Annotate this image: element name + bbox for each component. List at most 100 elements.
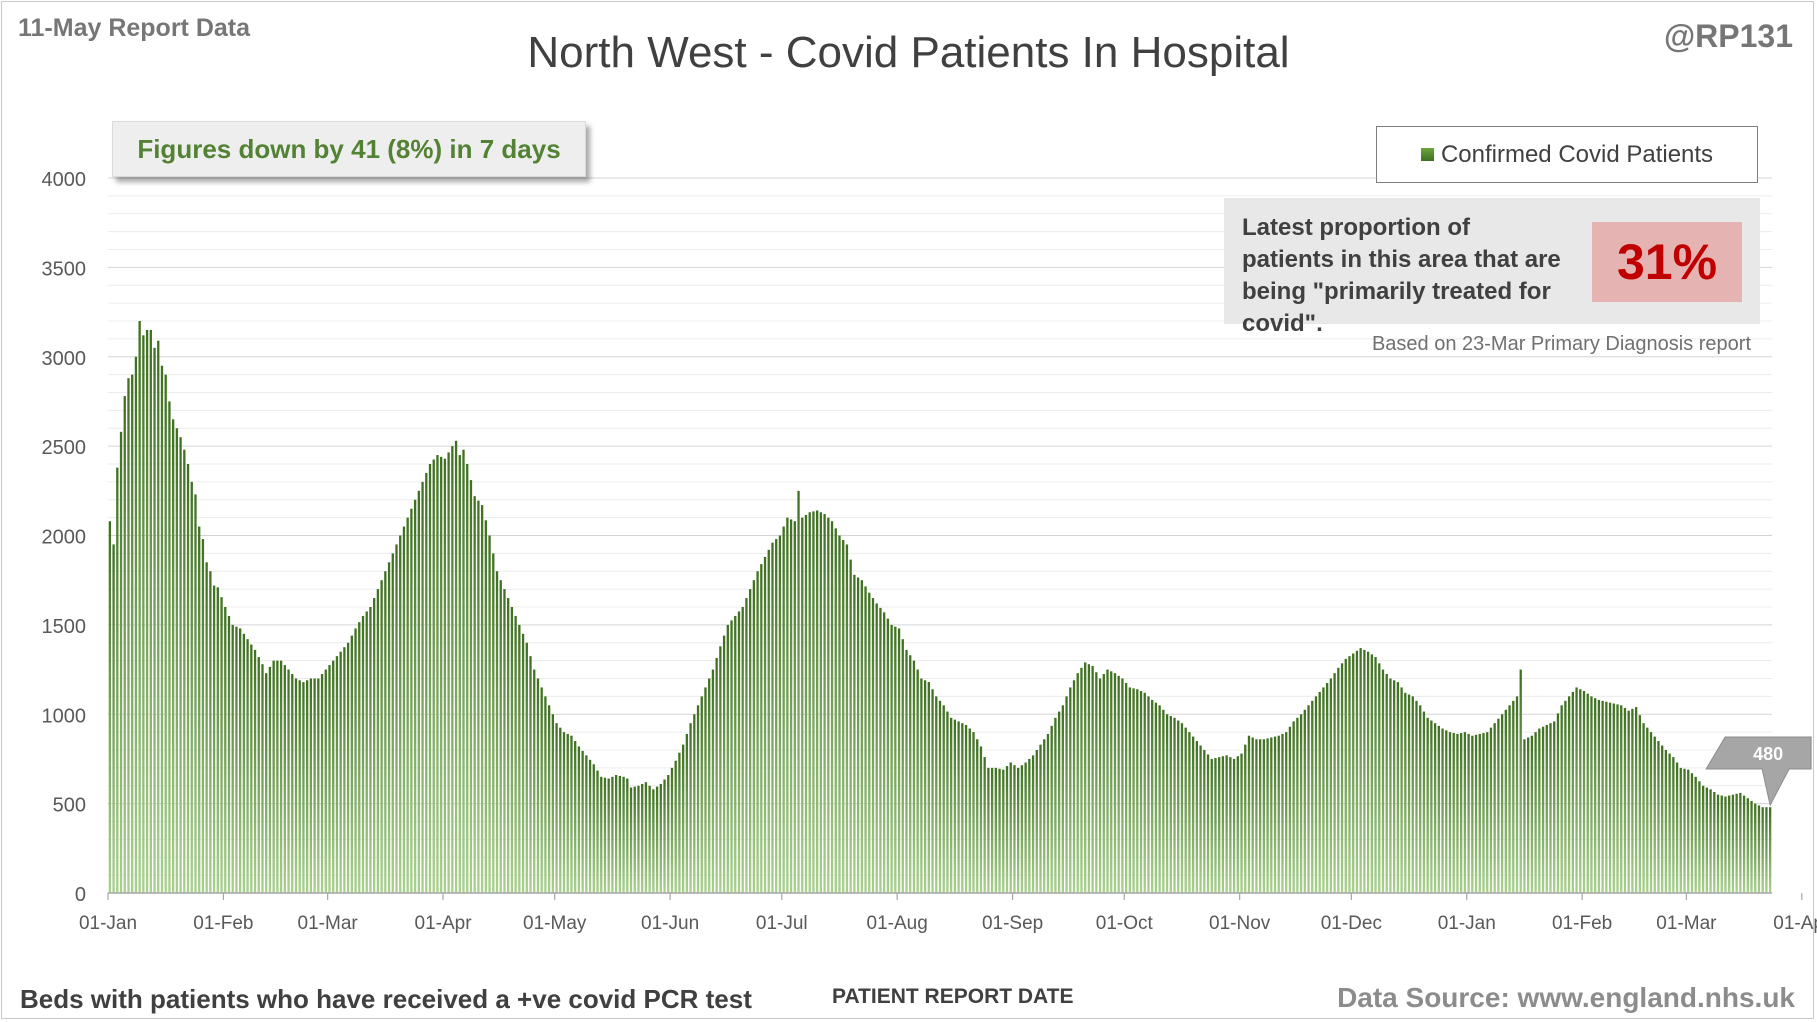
- bar: [920, 678, 923, 893]
- bar: [897, 628, 901, 893]
- bar: [1739, 792, 1742, 893]
- bar: [1623, 707, 1627, 893]
- bar: [834, 528, 837, 893]
- bar: [633, 786, 636, 893]
- bar: [112, 544, 115, 893]
- bar: [1564, 700, 1567, 893]
- bar: [1664, 750, 1668, 893]
- bar: [968, 728, 971, 893]
- bar: [585, 755, 588, 893]
- bar: [1247, 735, 1251, 893]
- bar: [1214, 758, 1217, 893]
- bar: [1642, 723, 1645, 893]
- bar: [1389, 678, 1392, 893]
- bar: [1266, 738, 1269, 893]
- bar: [1281, 733, 1284, 893]
- bar: [1694, 776, 1697, 893]
- bar: [1556, 713, 1560, 893]
- bar: [1020, 765, 1024, 893]
- bar: [1683, 768, 1686, 893]
- bar: [294, 678, 298, 893]
- bar: [175, 428, 179, 893]
- bar: [510, 607, 514, 893]
- bar: [242, 633, 246, 893]
- bar: [268, 666, 272, 893]
- bar: [201, 539, 205, 893]
- bar: [909, 655, 912, 893]
- bar: [923, 680, 927, 893]
- bar: [1657, 741, 1660, 893]
- bar: [410, 508, 413, 893]
- bar: [373, 598, 376, 893]
- bar: [231, 624, 234, 894]
- y-tick-label: 1000: [42, 705, 87, 727]
- bar: [1724, 796, 1727, 893]
- bar: [253, 649, 257, 893]
- bar: [1236, 756, 1239, 893]
- bar: [131, 374, 134, 894]
- bar: [1396, 682, 1400, 893]
- bar: [1605, 701, 1608, 893]
- bar: [830, 521, 834, 893]
- bar: [261, 664, 264, 893]
- bar: [503, 589, 506, 894]
- bar: [279, 660, 283, 894]
- bar: [555, 723, 558, 893]
- bar: [518, 624, 521, 894]
- bar: [399, 535, 402, 893]
- bar: [641, 783, 644, 893]
- bar: [1240, 753, 1243, 893]
- bar: [1072, 680, 1076, 893]
- x-tick-label: 01-Jun: [641, 913, 699, 934]
- bar: [1098, 678, 1102, 893]
- bar: [1527, 737, 1530, 893]
- bar: [224, 607, 227, 893]
- bar: [469, 480, 473, 893]
- bar: [123, 396, 126, 893]
- bar: [730, 620, 733, 893]
- bar: [1419, 705, 1422, 893]
- bar: [1303, 709, 1306, 893]
- bar: [670, 767, 674, 894]
- bar: [451, 446, 454, 894]
- bar: [1675, 762, 1679, 893]
- proportion-value: 31%: [1592, 222, 1742, 302]
- bar: [324, 669, 327, 893]
- bar: [756, 571, 759, 893]
- bar: [1292, 721, 1295, 893]
- bar: [1225, 755, 1228, 893]
- bar: [1139, 691, 1143, 893]
- bar: [1251, 737, 1254, 893]
- bar: [1128, 687, 1132, 893]
- bar: [894, 626, 897, 893]
- bar: [287, 669, 290, 893]
- proportion-box: Latest proportion of patients in this ar…: [1224, 198, 1760, 337]
- bar: [116, 467, 119, 893]
- bar: [149, 329, 152, 893]
- bar: [883, 612, 886, 893]
- bar: [849, 559, 852, 893]
- bar: [209, 571, 212, 893]
- bar: [1534, 732, 1537, 894]
- bar: [428, 464, 432, 893]
- bar: [212, 585, 216, 893]
- bar: [1002, 769, 1005, 893]
- bar: [1687, 769, 1690, 893]
- bar: [533, 669, 536, 893]
- bar: [629, 787, 633, 893]
- bar: [361, 615, 365, 893]
- bar: [972, 732, 975, 894]
- y-tick-label: 0: [75, 884, 86, 906]
- x-tick-label: 01-Jan: [79, 913, 137, 934]
- bar: [737, 611, 741, 893]
- y-axis-ticks: 0 500 1000 1500 2000 2500 3000 3500 4000: [42, 169, 87, 906]
- bar: [983, 757, 986, 893]
- bar: [607, 778, 610, 893]
- bar: [1288, 726, 1292, 893]
- bar: [637, 785, 640, 893]
- bar: [1478, 733, 1481, 893]
- bar: [689, 723, 692, 893]
- bar: [964, 724, 968, 893]
- bar: [1318, 691, 1321, 893]
- bar: [823, 514, 826, 893]
